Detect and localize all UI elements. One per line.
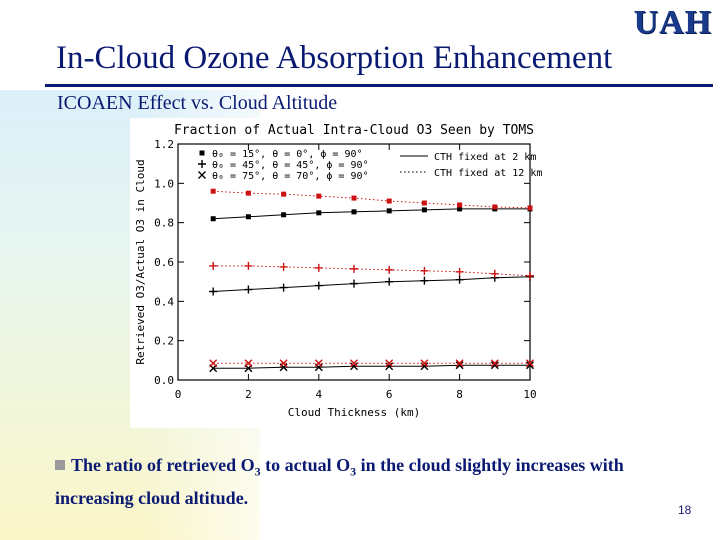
legend-marker-label: θ₀ = 15°, θ = 0°, ϕ = 90° bbox=[212, 149, 363, 160]
legend-marker-label: θ₀ = 45°, θ = 45°, ϕ = 90° bbox=[212, 160, 369, 171]
y-tick-label: 0.0 bbox=[154, 374, 174, 387]
data-point-plus-solid bbox=[385, 277, 394, 286]
page-number: 18 bbox=[678, 503, 692, 517]
legend-marker-cross bbox=[198, 171, 206, 179]
data-point-plus-dotted bbox=[420, 266, 429, 275]
uah-logo: UAH bbox=[633, 4, 712, 41]
data-point-square-solid bbox=[316, 210, 322, 216]
data-point-cross-solid bbox=[490, 361, 499, 370]
data-point-square-dotted bbox=[457, 202, 463, 208]
data-point-plus-dotted bbox=[455, 267, 464, 276]
legend-marker-label: θ₀ = 75°, θ = 70°, ϕ = 90° bbox=[212, 171, 369, 182]
x-tick-label: 10 bbox=[523, 388, 536, 401]
data-point-plus-solid bbox=[279, 283, 288, 292]
y-tick-label: 0.2 bbox=[154, 335, 174, 348]
series-line-square-solid bbox=[213, 208, 530, 220]
x-tick-label: 8 bbox=[456, 388, 463, 401]
data-point-cross-solid bbox=[526, 361, 534, 370]
data-point-square-dotted bbox=[316, 193, 322, 199]
bullet-square-icon bbox=[55, 460, 65, 470]
chart-title: Fraction of Actual Intra-Cloud O3 Seen b… bbox=[174, 123, 534, 138]
x-tick-label: 0 bbox=[175, 388, 182, 401]
title-divider bbox=[45, 84, 713, 87]
data-point-square-dotted bbox=[281, 191, 287, 197]
y-tick-label: 0.6 bbox=[154, 256, 174, 269]
legend-marker-plus bbox=[198, 160, 206, 168]
data-point-plus-dotted bbox=[209, 261, 218, 270]
data-point-square-solid bbox=[421, 207, 427, 213]
data-point-square-dotted bbox=[386, 198, 392, 204]
y-axis-label: Retrieved O3/Actual O3 in Cloud bbox=[134, 159, 147, 364]
bullet-text-mid: to actual O bbox=[260, 455, 351, 475]
y-tick-label: 1.2 bbox=[154, 138, 174, 151]
data-point-square-solid bbox=[351, 209, 357, 215]
data-point-plus-solid bbox=[209, 287, 218, 296]
data-point-cross-dotted bbox=[420, 359, 429, 368]
data-point-plus-dotted bbox=[385, 265, 394, 274]
series-line-plus-solid bbox=[213, 276, 531, 292]
bullet-subscript-2: 3 bbox=[350, 464, 357, 479]
legend-line-label: CTH fixed at 12 km bbox=[434, 168, 542, 179]
data-point-plus-solid bbox=[350, 279, 358, 288]
data-point-cross-solid bbox=[385, 362, 394, 371]
data-point-plus-dotted bbox=[279, 262, 288, 271]
data-point-square-solid bbox=[281, 212, 287, 218]
data-point-plus-dotted bbox=[490, 269, 499, 278]
data-point-square-solid bbox=[210, 216, 216, 222]
data-point-plus-solid bbox=[455, 275, 464, 284]
data-point-cross-dotted bbox=[209, 359, 218, 368]
legend-marker-square bbox=[199, 150, 205, 156]
data-point-cross-dotted bbox=[526, 359, 534, 368]
y-tick-label: 1.0 bbox=[154, 177, 174, 190]
data-point-cross-dotted bbox=[314, 359, 323, 368]
y-tick-label: 0.8 bbox=[154, 217, 174, 230]
data-point-square-dotted bbox=[492, 204, 498, 210]
data-point-square-solid bbox=[245, 214, 251, 220]
ozone-ratio-chart: Fraction of Actual Intra-Cloud O3 Seen b… bbox=[130, 118, 570, 428]
series-line-square-dotted bbox=[213, 190, 531, 209]
data-point-plus-dotted bbox=[350, 264, 358, 273]
data-point-cross-dotted bbox=[490, 359, 499, 368]
data-point-square-solid bbox=[457, 206, 463, 212]
bullet-subscript-1: 3 bbox=[254, 464, 261, 479]
y-tick-label: 0.4 bbox=[154, 295, 174, 308]
x-tick-label: 4 bbox=[315, 388, 322, 401]
legend-line-label: CTH fixed at 2 km bbox=[434, 152, 536, 163]
x-tick-label: 2 bbox=[245, 388, 252, 401]
data-point-cross-dotted bbox=[279, 359, 288, 368]
data-point-cross-solid bbox=[420, 362, 429, 371]
series-line-cross-solid bbox=[213, 364, 530, 369]
data-point-plus-solid bbox=[244, 285, 253, 294]
chart-background bbox=[130, 118, 570, 428]
data-point-plus-solid bbox=[420, 276, 429, 285]
data-point-cross-dotted bbox=[244, 359, 253, 368]
data-point-plus-dotted bbox=[314, 263, 323, 272]
header-band bbox=[0, 0, 720, 90]
bullet-text-suffix: in the cloud slightly increases with inc… bbox=[55, 455, 624, 508]
series-line-plus-dotted bbox=[213, 265, 531, 277]
data-point-plus-dotted bbox=[526, 271, 534, 280]
data-point-square-dotted bbox=[351, 195, 357, 201]
data-point-square-dotted bbox=[245, 190, 251, 196]
data-point-square-dotted bbox=[527, 205, 533, 211]
x-tick-label: 6 bbox=[386, 388, 393, 401]
data-point-plus-dotted bbox=[244, 261, 253, 270]
x-axis-label: Cloud Thickness (km) bbox=[288, 406, 420, 419]
data-point-square-solid bbox=[386, 208, 392, 214]
slide-title: In-Cloud Ozone Absorption Enhancement bbox=[56, 40, 613, 76]
bullet-point: The ratio of retrieved O3 to actual O3 i… bbox=[55, 452, 705, 511]
data-point-cross-dotted bbox=[385, 359, 394, 368]
slide-subtitle: ICOAEN Effect vs. Cloud Altitude bbox=[57, 92, 338, 114]
data-point-cross-dotted bbox=[455, 359, 464, 368]
data-point-cross-dotted bbox=[350, 359, 358, 368]
data-point-cross-solid bbox=[350, 362, 358, 371]
data-point-square-dotted bbox=[210, 188, 216, 194]
bullet-text-prefix: The ratio of retrieved O bbox=[71, 455, 255, 475]
data-point-plus-solid bbox=[314, 281, 323, 290]
data-point-square-dotted bbox=[421, 200, 427, 206]
